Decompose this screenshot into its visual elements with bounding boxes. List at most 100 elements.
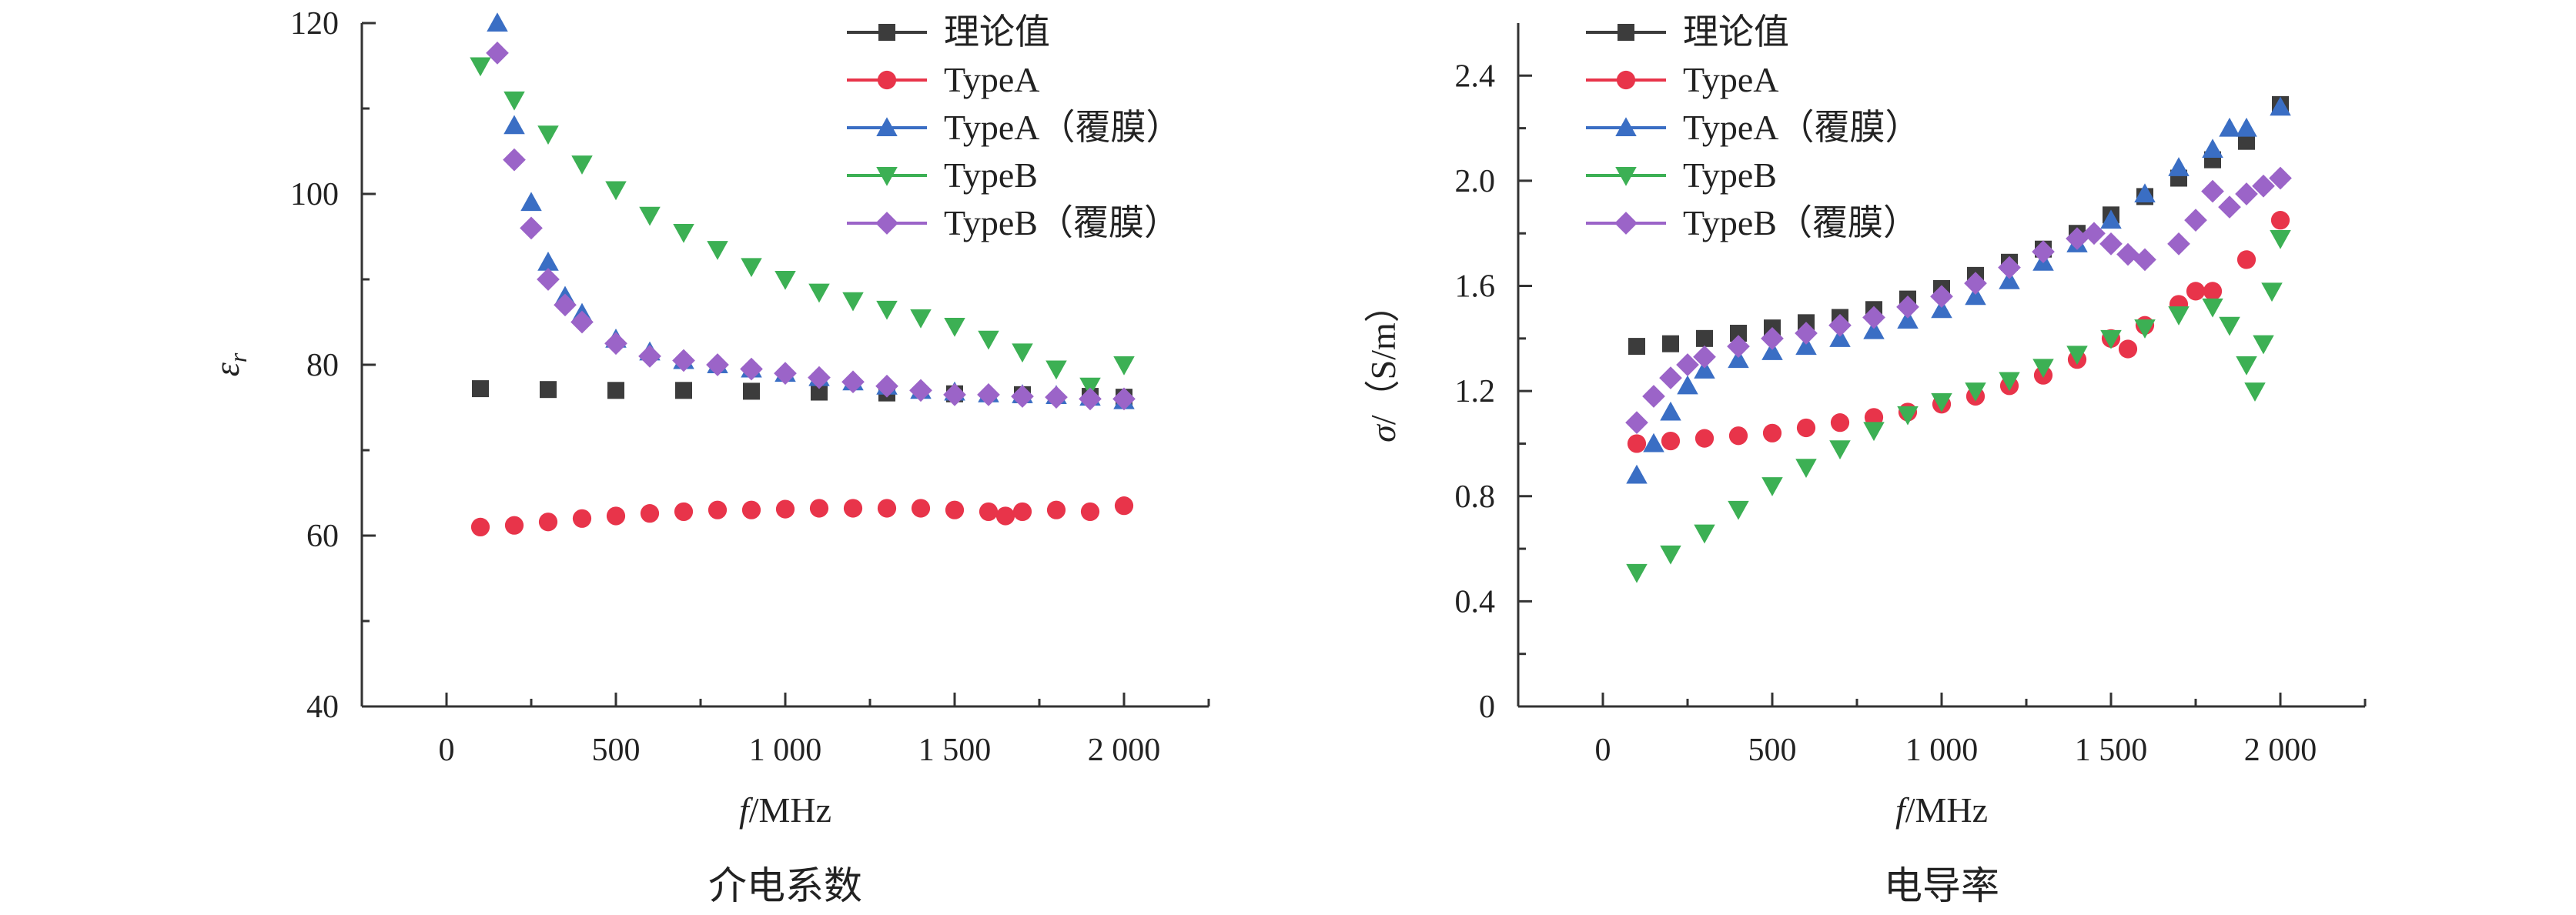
- data-point: [979, 502, 999, 522]
- data-point: [571, 155, 593, 175]
- data-point: [1114, 496, 1134, 516]
- data-point: [2100, 329, 2122, 349]
- data-point: [2083, 222, 2106, 245]
- data-point: [2253, 335, 2274, 355]
- data-point: [1659, 366, 1682, 389]
- data-point: [2116, 242, 2139, 266]
- data-point: [2219, 316, 2240, 336]
- y-axis-label: σ/（S/m）: [1363, 287, 1403, 442]
- data-point: [775, 499, 795, 519]
- data-point: [1795, 336, 1817, 356]
- data-point: [470, 517, 490, 537]
- data-point: [1761, 326, 1784, 350]
- data-point: [1626, 563, 1648, 583]
- data-point: [1012, 343, 1033, 363]
- data-point: [2236, 356, 2257, 376]
- data-point: [672, 349, 695, 372]
- legend-label: TypeA: [944, 60, 1040, 99]
- legend-marker: [876, 117, 898, 136]
- x-tick-label: 1 500: [918, 733, 992, 768]
- data-point: [503, 115, 525, 135]
- x-axis-label-unit: /MHz: [749, 790, 831, 830]
- data-point: [572, 509, 592, 528]
- data-point: [2066, 227, 2089, 250]
- data-point: [1660, 401, 1681, 421]
- data-point: [910, 309, 932, 329]
- data-point: [1112, 387, 1136, 411]
- data-point: [841, 370, 865, 394]
- data-point: [1113, 356, 1135, 376]
- data-point: [943, 383, 966, 406]
- data-point: [1079, 377, 1101, 397]
- data-point: [1643, 432, 1664, 452]
- data-point: [741, 258, 762, 278]
- legend-label: 理论值: [1683, 12, 1789, 52]
- data-point: [1998, 255, 2021, 279]
- data-point: [1080, 502, 1100, 522]
- data-point: [811, 383, 828, 401]
- data-point: [1693, 345, 1716, 369]
- data-point: [877, 499, 897, 518]
- data-point: [2270, 96, 2291, 116]
- data-point: [639, 206, 661, 226]
- x-tick-label: 500: [592, 733, 641, 768]
- data-point: [2218, 195, 2241, 219]
- data-point: [1628, 338, 1645, 356]
- data-point: [774, 362, 797, 385]
- y-tick-label: 0: [1479, 690, 1495, 725]
- data-point: [1897, 309, 1919, 329]
- y-tick-label: 1.6: [1455, 269, 1496, 305]
- data-point: [1728, 500, 1749, 520]
- data-point: [1897, 406, 1919, 426]
- legend-marker: [875, 212, 898, 235]
- legend-marker: [1615, 167, 1637, 186]
- data-point: [1828, 313, 1852, 337]
- data-point: [504, 516, 524, 535]
- data-point: [2270, 230, 2291, 249]
- data-point: [2168, 157, 2190, 176]
- data-point: [809, 499, 829, 518]
- data-point: [2252, 174, 2275, 198]
- data-point: [674, 502, 694, 522]
- data-point: [520, 192, 542, 212]
- y-tick-label: 60: [306, 519, 339, 554]
- y-tick-label: 0.4: [1455, 584, 1496, 619]
- legend-label: TypeB（覆膜）: [1683, 203, 1919, 242]
- data-point: [2235, 182, 2258, 205]
- data-point: [538, 513, 558, 532]
- data-point: [486, 42, 509, 65]
- y-tick-label: 1.2: [1455, 374, 1496, 409]
- data-point: [2238, 132, 2255, 150]
- y-axis-label: εr: [207, 352, 252, 376]
- data-point: [1965, 286, 1986, 306]
- y-axis-label-unit: /（S/m）: [1363, 287, 1403, 425]
- data-point: [1694, 524, 1715, 544]
- x-axis-label: f/MHz: [1895, 790, 1988, 830]
- data-point: [1730, 325, 1747, 342]
- data-point: [808, 366, 831, 389]
- data-point: [2134, 183, 2156, 202]
- data-point: [2134, 319, 2156, 339]
- data-point: [2032, 240, 2055, 263]
- data-point: [605, 181, 627, 201]
- data-point: [945, 500, 965, 519]
- data-point: [2269, 166, 2292, 190]
- data-point: [1660, 545, 1681, 565]
- data-point: [2236, 117, 2257, 137]
- y-tick-label: 2.4: [1455, 58, 1496, 94]
- legend-label: TypeB（覆膜）: [944, 203, 1179, 242]
- data-point: [1728, 426, 1748, 446]
- y-tick-label: 100: [290, 177, 339, 212]
- data-point: [2099, 232, 2123, 255]
- data-point: [706, 353, 729, 376]
- data-point: [503, 91, 525, 111]
- y-tick-label: 2.0: [1455, 164, 1496, 199]
- data-point: [1864, 408, 1884, 427]
- data-point: [2236, 250, 2257, 269]
- data-point: [2201, 179, 2224, 203]
- data-point: [640, 504, 660, 523]
- data-point: [1795, 322, 1818, 345]
- data-point: [1661, 431, 1681, 451]
- series-1: [1627, 211, 2290, 453]
